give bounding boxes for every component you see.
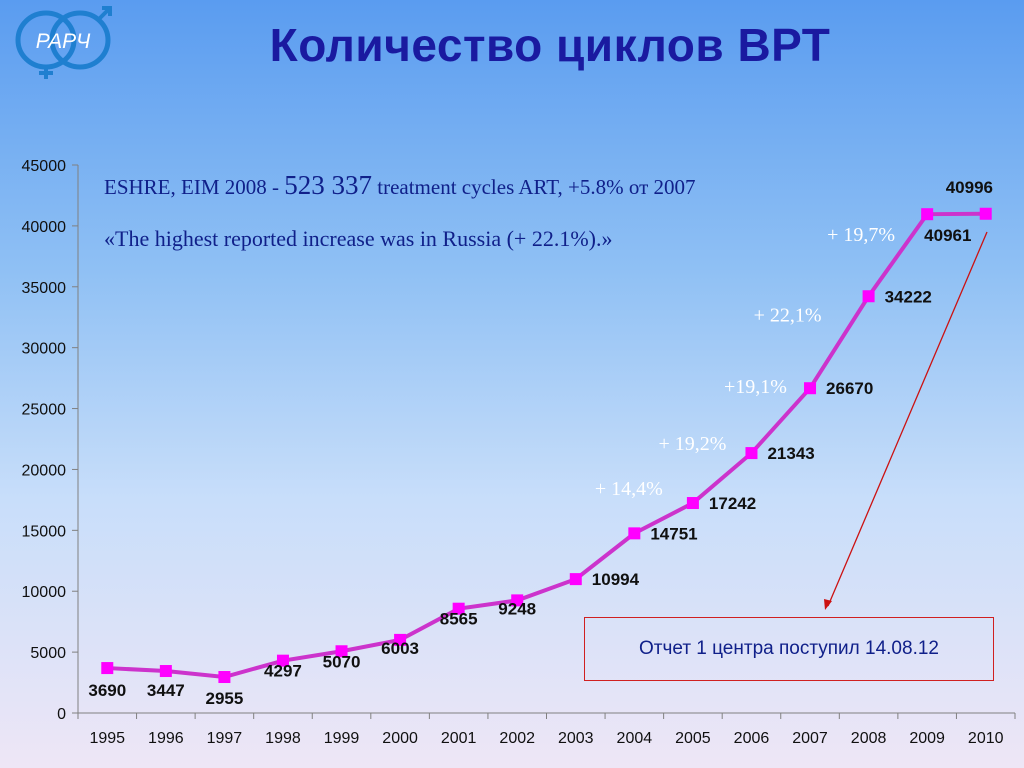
growth-annotation: + 22,1% bbox=[754, 304, 822, 326]
growth-annotation: +19,1% bbox=[724, 376, 787, 398]
data-label: 3447 bbox=[147, 681, 185, 700]
data-point bbox=[804, 382, 817, 395]
data-point bbox=[452, 602, 465, 615]
x-tick-label: 2009 bbox=[909, 730, 945, 747]
data-point bbox=[511, 594, 524, 607]
growth-annotations: + 14,4% + 19,2% +19,1% + 22,1% + 19,7% bbox=[595, 224, 895, 500]
series-line bbox=[107, 211, 986, 680]
y-tick-label: 0 bbox=[57, 706, 66, 723]
data-point bbox=[101, 662, 114, 675]
page-title: Количество циклов ВРТ bbox=[269, 19, 831, 71]
eshre-note-prefix: ESHRE, EIM 2008 - bbox=[104, 175, 285, 199]
y-tick-label: 45000 bbox=[22, 158, 67, 175]
y-tick-label: 30000 bbox=[22, 341, 67, 358]
data-label: 17242 bbox=[709, 494, 756, 513]
x-tick-label: 2003 bbox=[558, 730, 594, 747]
y-tick-label: 15000 bbox=[22, 523, 67, 540]
y-tick-label: 5000 bbox=[30, 645, 66, 662]
data-point bbox=[276, 654, 289, 667]
data-point bbox=[628, 527, 641, 540]
data-point bbox=[921, 208, 934, 221]
x-tick-label: 1998 bbox=[265, 730, 301, 747]
y-tick-label: 40000 bbox=[22, 219, 67, 236]
x-tick-label: 2002 bbox=[499, 730, 535, 747]
data-label: 40961 bbox=[924, 226, 971, 245]
x-tick-label: 2004 bbox=[617, 730, 653, 747]
x-tick-label: 1995 bbox=[89, 730, 125, 747]
data-label: 34222 bbox=[885, 287, 932, 306]
report-box: Отчет 1 центра поступил 14.08.12 bbox=[584, 617, 994, 681]
y-tick-label: 20000 bbox=[22, 462, 67, 479]
x-tick-label: 2001 bbox=[441, 730, 477, 747]
x-tick-label: 2006 bbox=[734, 730, 770, 747]
x-tick-label: 2005 bbox=[675, 730, 711, 747]
data-point bbox=[218, 671, 231, 684]
growth-annotation: + 19,7% bbox=[827, 224, 895, 246]
data-labels: 3690 3447 2955 4297 5070 6003 8565 9248 10994 147… bbox=[88, 178, 993, 708]
data-label: 40996 bbox=[946, 178, 993, 197]
data-label: 14751 bbox=[650, 524, 697, 543]
data-label: 21343 bbox=[767, 444, 814, 463]
data-label: 5070 bbox=[323, 652, 361, 671]
logo-male-arrowhead bbox=[102, 6, 112, 16]
x-tick-label: 1999 bbox=[324, 730, 360, 747]
data-label: 6003 bbox=[381, 639, 419, 658]
data-point bbox=[862, 290, 875, 303]
data-point bbox=[394, 633, 407, 646]
y-tick-label: 10000 bbox=[22, 584, 67, 601]
data-label: 8565 bbox=[440, 610, 478, 629]
x-tick-label: 1996 bbox=[148, 730, 184, 747]
logo-ring-right bbox=[49, 10, 111, 70]
rarch-logo: РАРЧ bbox=[15, 6, 112, 79]
x-tick-label: 1997 bbox=[207, 730, 243, 747]
report-box-text: Отчет 1 центра поступил 14.08.12 bbox=[639, 638, 939, 659]
data-point bbox=[979, 207, 992, 220]
data-label: 3690 bbox=[88, 681, 126, 700]
logo-text: РАРЧ bbox=[36, 30, 91, 53]
eshre-note-number: 523 337 bbox=[284, 170, 372, 200]
report-arrow bbox=[827, 231, 988, 607]
data-point bbox=[745, 447, 758, 460]
russia-quote: «The highest reported increase was in Ru… bbox=[104, 226, 613, 251]
report-arrowhead bbox=[824, 599, 832, 610]
data-label: 10994 bbox=[592, 570, 640, 589]
x-axis-ticks: 1995 1996 1997 1998 1999 2000 2001 2002 2003 2004… bbox=[77, 713, 1016, 747]
eshre-note: ESHRE, EIM 2008 - 523 337 treatment cycl… bbox=[104, 170, 696, 201]
data-label: 2955 bbox=[205, 689, 243, 708]
growth-annotation: + 14,4% bbox=[595, 478, 663, 500]
data-label: 4297 bbox=[264, 662, 302, 681]
eshre-note-suffix: treatment cycles ART, +5.8% от 2007 bbox=[372, 175, 696, 199]
x-tick-label: 2008 bbox=[851, 730, 887, 747]
series-markers bbox=[101, 207, 992, 684]
data-point bbox=[686, 497, 699, 510]
data-point bbox=[159, 665, 172, 678]
x-tick-label: 2007 bbox=[792, 730, 828, 747]
y-tick-label: 35000 bbox=[22, 280, 67, 297]
data-point bbox=[335, 645, 348, 658]
data-label: 26670 bbox=[826, 379, 873, 398]
y-tick-label: 25000 bbox=[22, 402, 67, 419]
x-tick-label: 2000 bbox=[382, 730, 418, 747]
x-tick-label: 2010 bbox=[968, 730, 1004, 747]
data-label: 9248 bbox=[498, 599, 536, 618]
y-axis-ticks: 0 5000 10000 15000 20000 25000 30000 35000 40000… bbox=[22, 158, 78, 723]
growth-annotation: + 19,2% bbox=[658, 433, 726, 455]
data-point bbox=[569, 573, 582, 586]
